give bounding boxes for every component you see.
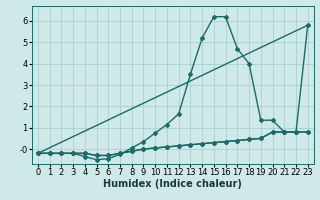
X-axis label: Humidex (Indice chaleur): Humidex (Indice chaleur): [103, 179, 242, 189]
